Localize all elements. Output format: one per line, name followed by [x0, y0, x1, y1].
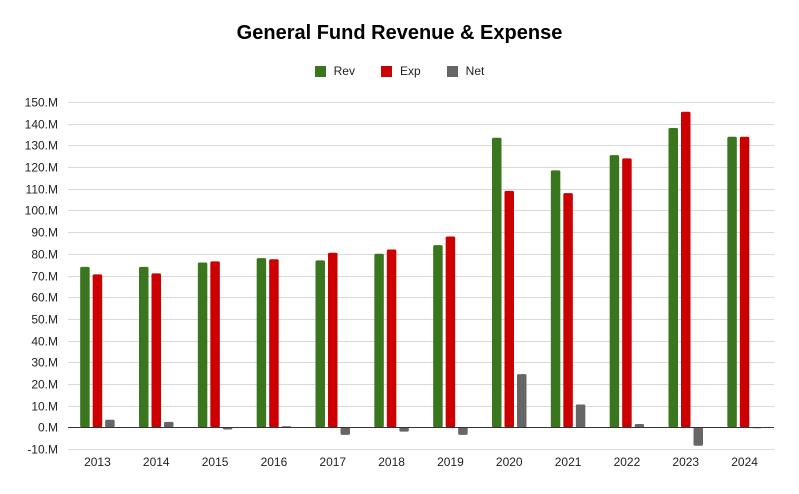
- x-tick-label: 2018: [378, 455, 405, 469]
- bar-rev-2024: [727, 136, 737, 428]
- bar-exp-2024: [739, 136, 750, 428]
- x-tick-label: 2016: [261, 455, 288, 469]
- bar-rev-2023: [668, 128, 678, 428]
- y-tick-label: -10.M: [27, 443, 58, 457]
- y-tick-label: 10.M: [31, 400, 58, 414]
- gridlines: [68, 102, 774, 450]
- legend-entry-net: Net: [446, 64, 485, 78]
- bar-net-2022: [634, 424, 645, 428]
- bar-net-2020: [517, 374, 527, 428]
- legend-swatch-net: [446, 65, 458, 77]
- legend-label-net: Net: [465, 64, 485, 78]
- x-tick-label: 2020: [496, 455, 523, 469]
- bar-net-2014: [164, 421, 174, 428]
- y-tick-label: 0.M: [38, 421, 58, 435]
- bar-net-2023: [693, 427, 703, 446]
- bar-exp-2020: [504, 190, 514, 428]
- bar-net-2017: [340, 427, 350, 435]
- y-tick-label: 120.M: [25, 161, 58, 175]
- y-tick-label: 130.M: [25, 139, 58, 153]
- x-tick-label: 2022: [614, 455, 641, 469]
- y-tick-label: 140.M: [25, 118, 58, 132]
- legend-label-rev: Rev: [333, 64, 355, 78]
- y-tick-label: 70.M: [31, 270, 58, 284]
- x-tick-label: 2013: [84, 455, 111, 469]
- x-tick-label: 2017: [319, 455, 346, 469]
- chart-title: General Fund Revenue & Expense: [236, 22, 563, 44]
- bar-rev-2016: [256, 258, 267, 428]
- bar-exp-2016: [269, 259, 279, 428]
- legend-entry-exp: Exp: [380, 64, 421, 78]
- x-axis-ticks: 2013 2014 2015 2016 2017 2018 2019 2020 2021 2022…: [84, 455, 758, 469]
- y-tick-label: 60.M: [31, 291, 58, 305]
- y-tick-label: 90.M: [31, 226, 58, 240]
- y-tick-label: 110.M: [26, 183, 58, 197]
- bar-exp-2018: [386, 249, 397, 428]
- bar-exp-2022: [622, 158, 632, 428]
- bar-net-2013: [105, 419, 115, 428]
- bar-exp-2021: [563, 193, 573, 428]
- y-tick-label: 40.M: [31, 335, 58, 349]
- bar-rev-2015: [197, 262, 208, 428]
- bar-rev-2021: [550, 170, 561, 428]
- y-tick-label: 150.M: [25, 96, 58, 110]
- bar-rev-2018: [374, 253, 384, 428]
- bar-rev-2022: [609, 155, 620, 428]
- bar-rev-2019: [433, 245, 443, 428]
- bar-net-2018: [399, 427, 409, 432]
- bar-rev-2020: [492, 137, 502, 428]
- x-tick-label: 2019: [437, 455, 464, 469]
- legend-swatch-rev: [314, 65, 326, 77]
- y-tick-label: 30.M: [31, 356, 58, 370]
- bar-exp-2017: [328, 252, 338, 428]
- bar-rev-2014: [139, 266, 149, 428]
- bar-exp-2019: [445, 236, 456, 428]
- bar-exp-2023: [681, 111, 691, 428]
- x-tick-label: 2023: [672, 455, 699, 469]
- y-tick-label: 50.M: [31, 313, 58, 327]
- legend-swatch-exp: [380, 65, 392, 77]
- bars: [80, 111, 762, 446]
- y-tick-label: 20.M: [31, 378, 58, 392]
- legend-label-exp: Exp: [399, 64, 421, 78]
- y-tick-label: 80.M: [31, 248, 58, 262]
- bar-exp-2013: [92, 274, 103, 428]
- x-tick-label: 2015: [202, 455, 229, 469]
- legend-entry-rev: Rev: [314, 64, 355, 78]
- x-tick-label: 2024: [731, 455, 758, 469]
- bar-rev-2017: [315, 260, 325, 428]
- legend: Rev Exp Net: [0, 64, 799, 78]
- x-tick-label: 2014: [143, 455, 170, 469]
- y-axis-ticks: 150.M 140.M 130.M 120.M 110.M 100.M 90.M 80.M 70…: [25, 96, 58, 457]
- bar-rev-2013: [80, 266, 90, 428]
- y-tick-label: 100.M: [25, 204, 58, 218]
- bar-net-2019: [458, 427, 468, 435]
- bar-net-2021: [575, 404, 586, 428]
- bar-exp-2015: [210, 261, 220, 428]
- bar-exp-2014: [151, 273, 161, 428]
- x-tick-label: 2021: [555, 455, 582, 469]
